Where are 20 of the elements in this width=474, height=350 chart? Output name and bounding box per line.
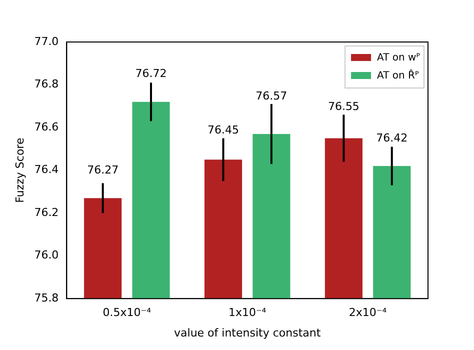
y-tick-label: 77.0 (34, 34, 59, 48)
data-label: 76.42 (376, 131, 408, 144)
y-axis-title: Fuzzy Score (13, 138, 26, 203)
data-label: 76.45 (208, 124, 240, 137)
y-tick-label: 76.4 (34, 163, 59, 176)
x-tick-label: 1x10⁻⁴ (228, 306, 267, 320)
legend-label: AT on R̂ᴾ (377, 68, 419, 82)
x-tick-label: 0.5x10⁻⁴ (102, 306, 152, 320)
x-axis-title: value of intensity constant (174, 326, 322, 340)
y-tick-label: 76.6 (34, 120, 59, 134)
data-label: 76.27 (87, 163, 119, 176)
y-tick-label: 76.2 (34, 206, 59, 219)
x-tick-label: 2x10⁻⁴ (348, 306, 388, 320)
data-label: 76.55 (328, 100, 360, 114)
data-label: 76.72 (135, 67, 167, 80)
data-label: 76.57 (256, 89, 288, 102)
y-tick-label: 76.8 (34, 78, 59, 91)
y-tick-label: 76.0 (34, 248, 59, 262)
legend-label: AT on wᴾ (377, 52, 420, 64)
y-tick-label: 75.8 (34, 291, 59, 304)
